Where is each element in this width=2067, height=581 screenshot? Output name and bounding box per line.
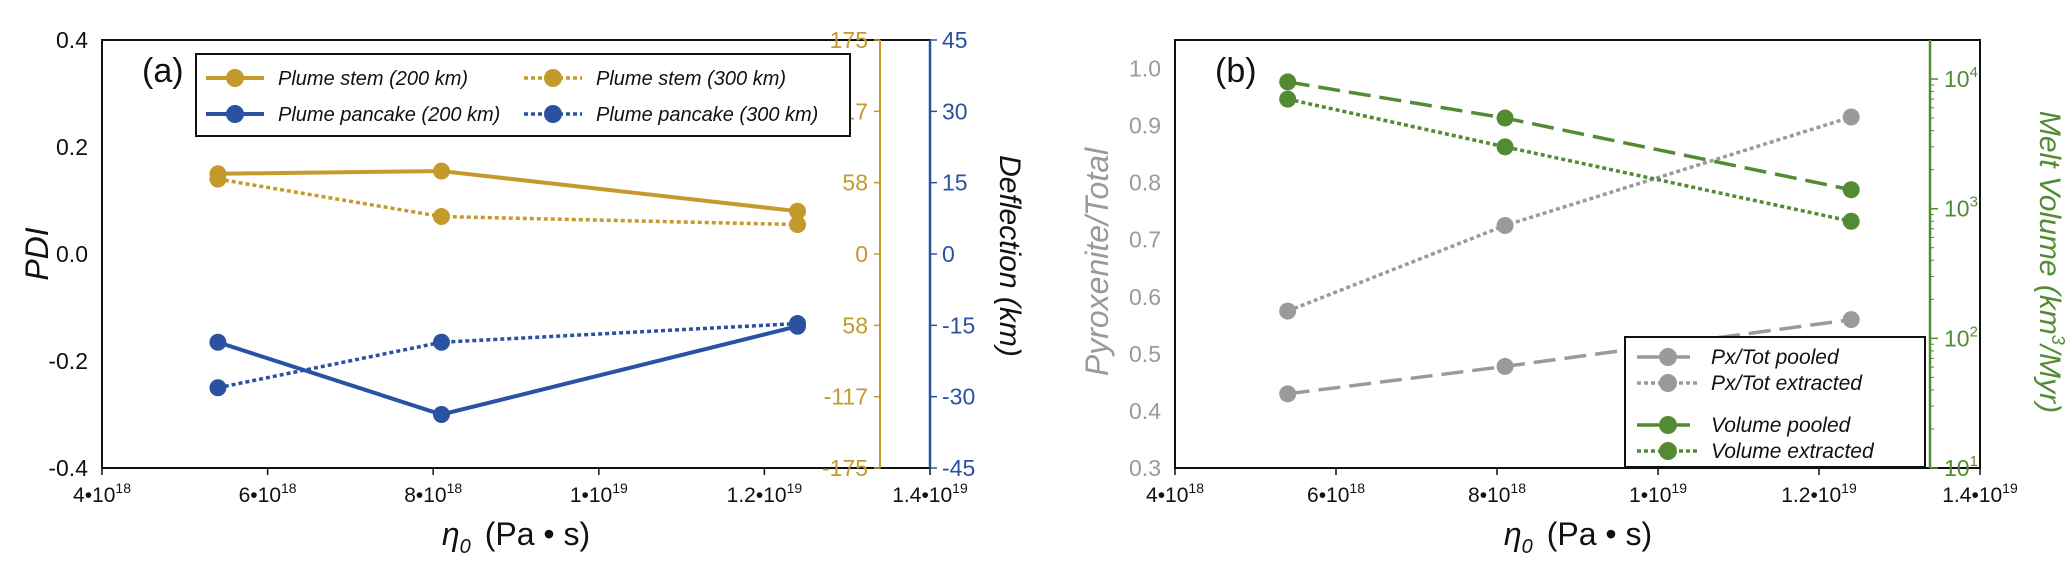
panel-b-ytick-label-0: 1.0	[1129, 56, 1161, 82]
panel-b-right-axis-label-2: 103	[1944, 194, 1978, 222]
panel-b-legend-label-1: Px/Tot extracted	[1711, 372, 1863, 395]
panel-b-xtick-label-5: 1.4•1019	[1942, 480, 2018, 507]
panel-a-series-3-point-0	[209, 379, 227, 397]
panel-b-series-1-point-1	[1496, 216, 1514, 234]
panel-a-ytick-label-2: 0.0	[56, 241, 88, 267]
panel-b-xlabel: η0 (Pa • s)	[1504, 516, 1652, 558]
panel-a-series-3-point-1	[432, 333, 450, 351]
panel-a-series-1-point-0	[209, 170, 227, 188]
panel-a-series-0-point-1	[432, 162, 450, 180]
panel-b-legend-label-2: Volume pooled	[1711, 414, 1852, 437]
panel-a-xtick-label-0: 4•1018	[73, 480, 131, 507]
panel-b-xtick-label-0: 4•1018	[1146, 480, 1204, 507]
panel-b-series-2-point-2	[1842, 181, 1860, 199]
panel-b-series-2-point-1	[1496, 109, 1514, 127]
panel-b-series-0-point-1	[1496, 357, 1514, 375]
panel-b-right-axis-label: Melt Volume (km3/Myr)	[2033, 111, 2067, 413]
panel-a-legend	[195, 53, 851, 137]
panel-b-legend-marker-1	[1659, 374, 1677, 392]
generated-marks: 4•1018 6•1018 8•1018 1•1019 1.2•1019 1.4•1019…	[48, 27, 2018, 507]
panel-b-ytick-label-2: 0.8	[1129, 170, 1161, 196]
panel-a-legend-marker-3	[544, 105, 562, 123]
panel-b-ytick-label-7: 0.3	[1129, 455, 1161, 481]
panel-a-legend-label-0: Plume stem (200 km)	[278, 68, 468, 90]
panel-a-series-0-point-2	[789, 202, 807, 220]
panel-a-series-1-point-1	[432, 208, 450, 226]
panel-a-series-2-point-1	[432, 406, 450, 423]
panel-a-label: (a)	[142, 52, 184, 90]
panel-b-series-3-point-0	[1279, 90, 1297, 108]
panel-b-series-2-line	[1287, 80, 1852, 192]
panel-a-right-axis-2-label-2: 15	[942, 170, 968, 196]
panel-b-series-3-point-1	[1496, 138, 1514, 156]
panel-a-xtick-label-3: 1•1019	[570, 480, 628, 507]
panel-a-xlabel: η0 (Pa • s)	[442, 516, 590, 558]
panel-b-plot-area	[1174, 39, 1981, 469]
panel-a-right-axis-2-label-3: 0	[942, 241, 955, 267]
panel-b-series-1-point-0	[1279, 302, 1297, 320]
panel-a-series-3-line	[217, 321, 798, 390]
panel-b-ytick-label-1: 0.9	[1129, 113, 1161, 139]
panel-a-xtick-label-2: 8•1018	[404, 480, 462, 507]
panel-a-series-3-point-2	[789, 315, 807, 333]
panel-a-legend-label-1: Plume stem (300 km)	[596, 68, 786, 90]
panel-a-right-axis-2-label-0: 45	[942, 27, 968, 53]
panel-a-right-axis-2-label-1: 30	[942, 98, 968, 124]
panel-a-ytick-label-3: -0.2	[48, 348, 88, 374]
panel-b-series-1-line	[1287, 115, 1852, 313]
panel-b-xtick-label-3: 1•1019	[1629, 480, 1687, 507]
panel-b-xtick-label-1: 6•1018	[1307, 480, 1365, 507]
panel-b-series-2-point-0	[1279, 73, 1297, 91]
panel-a-series-0-line	[217, 169, 798, 214]
panel-a-right-axis-1-label-6: -175	[822, 455, 868, 481]
panel-b-series-1-point-2	[1842, 108, 1860, 126]
panel-b-right-axis-label-0: 101	[1944, 453, 1978, 481]
panel-a-ytick-label-0: 0.4	[56, 27, 88, 53]
panel-a-legend-label-2: Plume pancake (200 km)	[278, 104, 500, 126]
panel-a-xtick-label-5: 1.4•1019	[892, 480, 968, 507]
panel-a-legend-marker-0	[226, 69, 244, 87]
panel-b-xtick-label-4: 1.2•1019	[1781, 480, 1857, 507]
panel-b-series-3-point-2	[1842, 212, 1860, 230]
panel-b-legend-label-0: Px/Tot pooled	[1711, 346, 1840, 369]
panel-a-right-axis-1-label-5: -117	[824, 384, 868, 410]
panel-a-xtick-label-4: 1.2•1019	[727, 480, 803, 507]
panel-a-right-axis-2-label-5: -30	[942, 384, 975, 410]
panel-a-right-axis-1-label-3: 0	[855, 241, 868, 267]
panel-b-ytick-label-3: 0.7	[1129, 227, 1161, 253]
panel-a-right-axis-1-label-4: 58	[842, 312, 868, 338]
panel-a-right-axis-1-label-2: 58	[842, 170, 868, 196]
panel-b-series-0-point-2	[1842, 311, 1860, 329]
panel-b-legend-label-3: Volume extracted	[1711, 440, 1875, 463]
panel-a-right-axis-2-label-4: -15	[942, 312, 975, 338]
panel-a-xtick-label-1: 6•1018	[239, 480, 297, 507]
panel-b-legend-marker-3	[1659, 442, 1677, 460]
panel-b-ylabel: Pyroxenite/Total	[1079, 147, 1115, 376]
panel-a-right-axis-2-label-6: -45	[942, 455, 975, 481]
panel-b-ytick-label-4: 0.6	[1129, 284, 1161, 310]
panel-b-series-0-point-0	[1279, 385, 1297, 403]
panel-b-ytick-label-6: 0.4	[1129, 398, 1161, 424]
panel-a-ytick-label-4: -0.4	[48, 455, 88, 481]
panel-a-right-axis-label: Deflection (km)	[993, 155, 1026, 357]
panel-a-ytick-label-1: 0.2	[56, 134, 88, 160]
panel-b-right-axis-label-3: 104	[1944, 64, 1978, 92]
panel-b-right-axis-label-1: 102	[1944, 323, 1978, 351]
panel-a-right-axis-1-label-0: 175	[830, 27, 868, 53]
panel-b-series-3-line	[1287, 97, 1852, 223]
panel-a-series-1-point-2	[789, 216, 807, 234]
panel-a-legend-marker-1	[544, 69, 562, 87]
panel-b-xtick-label-2: 8•1018	[1468, 480, 1526, 507]
panel-a-series-2-point-0	[209, 333, 227, 351]
panel-b-legend-marker-2	[1659, 416, 1677, 434]
panel-a-legend-label-3: Plume pancake (300 km)	[596, 104, 818, 126]
panel-b-label: (b)	[1215, 52, 1257, 90]
panel-a-ylabel: PDI	[19, 227, 55, 280]
panel-a-legend-marker-2	[226, 105, 244, 123]
panel-b-ytick-label-5: 0.5	[1129, 341, 1161, 367]
panel-b-legend-marker-0	[1659, 348, 1677, 366]
